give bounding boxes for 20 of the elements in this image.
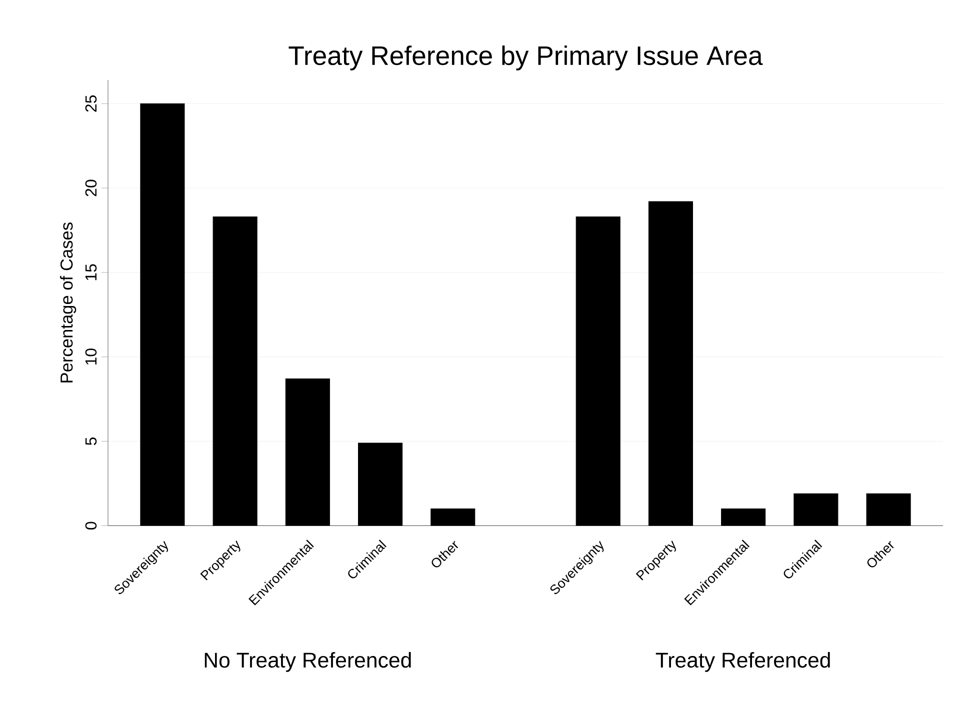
chart-title: Treaty Reference by Primary Issue Area xyxy=(288,46,763,70)
y-tick-label: 15 xyxy=(85,264,97,280)
y-tick-label: 25 xyxy=(85,95,97,112)
bar xyxy=(866,493,911,526)
bar xyxy=(358,442,403,526)
bar xyxy=(212,216,258,526)
bar xyxy=(140,103,185,526)
y-tick-label: 0 xyxy=(85,522,97,530)
text: No Treaty Referenced xyxy=(204,652,411,672)
y-tick-label: 5 xyxy=(85,438,97,446)
y-tick-label: 20 xyxy=(85,180,97,196)
y-tick-label: 10 xyxy=(85,348,97,365)
bar xyxy=(430,508,476,526)
text: Treaty Referenced xyxy=(656,652,830,672)
bar xyxy=(794,493,838,526)
bar xyxy=(285,378,330,526)
y-axis-title: Percentage of Cases xyxy=(60,222,76,382)
bar xyxy=(648,201,693,526)
bar xyxy=(576,216,620,526)
bar xyxy=(721,508,766,526)
